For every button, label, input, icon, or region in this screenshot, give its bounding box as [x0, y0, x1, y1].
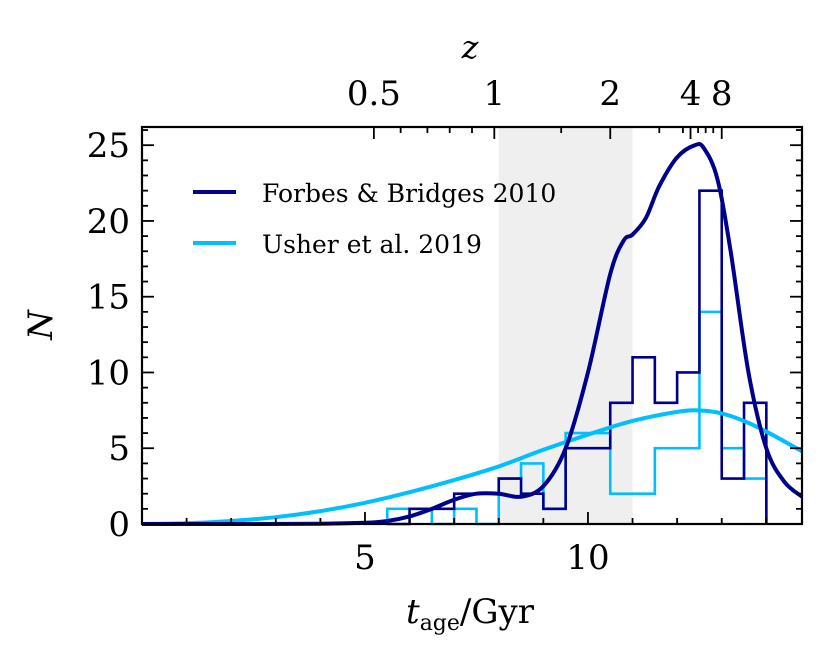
kde-curve-forbes	[141, 142, 804, 527]
x-axis-label-t: t	[406, 592, 420, 632]
y-axis-label: N	[21, 309, 61, 341]
legend-label-usher: Usher et al. 2019	[262, 230, 482, 259]
y-tick-label: 10	[87, 353, 130, 393]
y-tick-label: 0	[108, 505, 130, 545]
y-tick-label: 20	[87, 202, 130, 242]
y-tick-label: 5	[108, 429, 130, 469]
x-axis-label: tage/Gyr	[406, 592, 535, 636]
x-tick-label: 5	[354, 538, 376, 578]
kde-curve-usher	[141, 408, 803, 526]
legend: Forbes & Bridges 2010 Usher et al. 2019	[193, 179, 556, 259]
legend-label-forbes: Forbes & Bridges 2010	[262, 179, 556, 208]
y-tick-label: 25	[87, 126, 130, 166]
y-tick-label: 15	[87, 278, 130, 318]
top-tick-label: 4	[680, 74, 702, 114]
x-axis-label-unit: /Gyr	[460, 592, 535, 632]
x-tick-label: 10	[566, 538, 609, 578]
top-tick-label: 0.5	[347, 74, 401, 114]
top-tick-label: 8	[711, 74, 733, 114]
top-axis-label: z	[461, 28, 480, 66]
x-axis-label-sub: age	[420, 611, 460, 636]
top-tick-label: 1	[483, 74, 505, 114]
top-tick-label: 2	[599, 74, 621, 114]
